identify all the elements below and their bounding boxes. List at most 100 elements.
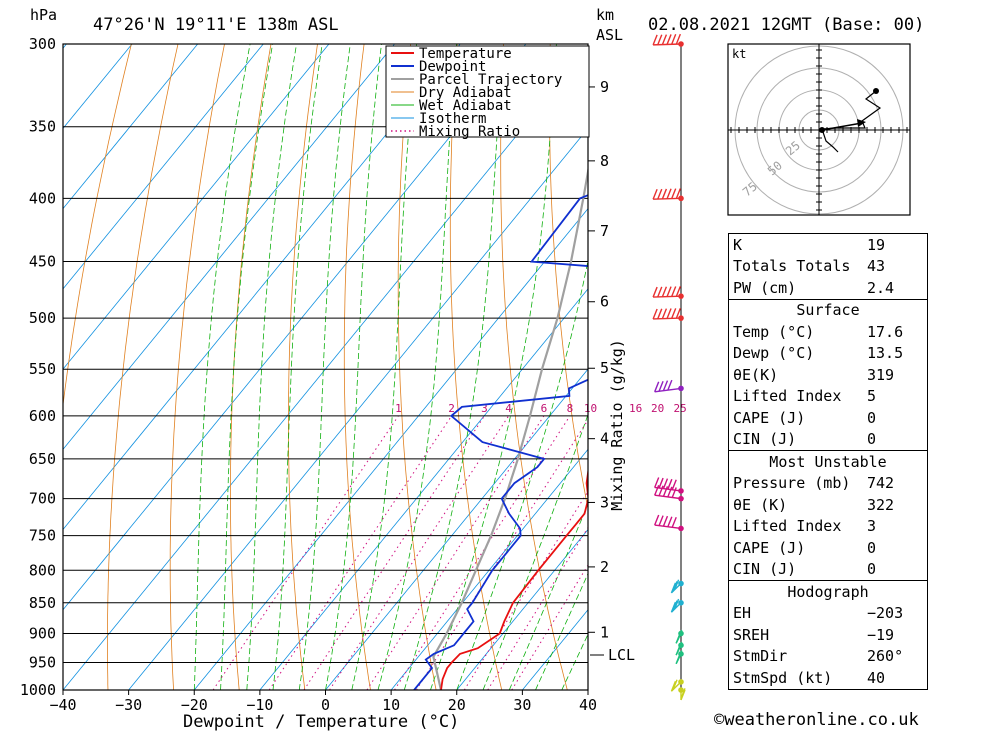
wind-barb-dot (678, 642, 684, 649)
wind-barb-feather (675, 33, 682, 45)
x-tick-label: −10 (246, 696, 273, 714)
isotherm-line (63, 44, 133, 130)
wind-barb-feather (666, 286, 672, 297)
surface-li-label: Lifted Index (733, 387, 842, 406)
x-tick-label: −20 (181, 696, 208, 714)
hodo-origin-marker (819, 127, 825, 133)
wet-adiabat-line (456, 258, 588, 690)
wind-barb-feather (673, 598, 680, 610)
km-tick-label: 7 (600, 222, 609, 240)
wind-barb-feather (652, 188, 658, 200)
mu-li-value: 3 (867, 517, 877, 536)
wind-barb (654, 514, 684, 532)
wind-barb-feather (671, 188, 677, 199)
mu-cape-value: 0 (867, 538, 877, 557)
asl-label: ASL (596, 26, 623, 44)
km-tick-label: 8 (600, 152, 609, 170)
legend-isotherm: Isotherm (419, 111, 486, 127)
wind-barb-feather (658, 515, 664, 526)
wind-barb-dot (678, 385, 684, 392)
surface-cape-label: CAPE (J) (733, 408, 806, 427)
wind-barb-feather (657, 308, 663, 320)
wind-barb-dot (678, 580, 684, 587)
wind-barb-dot (678, 195, 684, 202)
wind-barb (652, 33, 684, 47)
surface-li-value: 5 (867, 387, 877, 406)
hodo-units: kt (732, 47, 746, 61)
pressure-tick-label: 700 (29, 490, 56, 508)
wind-barb-feather (662, 486, 669, 497)
wind-barb-feather (672, 600, 678, 611)
wet-adiabat-line (246, 44, 297, 690)
mu-li-label: Lifted Index (733, 517, 842, 536)
wind-barb-feather (654, 381, 660, 393)
wind-barb-feather (654, 477, 660, 488)
series-dewpoint (413, 194, 588, 690)
wet-adiabat-line (298, 44, 351, 690)
totals-value: 43 (867, 257, 886, 276)
footer-credit[interactable]: ©weatheronline.co.uk (714, 710, 919, 730)
wet-adiabat-line (351, 44, 417, 690)
wet-adiabat-line (430, 44, 557, 690)
sreh-label: SREH (733, 625, 770, 644)
legend-mixing-ratio: Mixing Ratio (419, 124, 520, 140)
wet-adiabat-line (403, 44, 504, 690)
surface-cin-label: CIN (J) (733, 430, 797, 449)
wet-adiabat-line (535, 572, 588, 690)
isotherm-line (63, 47, 588, 690)
isotherm-line (390, 448, 588, 690)
mixing-ratio-line (303, 415, 485, 690)
hpa-label: hPa (30, 6, 57, 24)
wind-barb-feather (667, 379, 673, 391)
hodo-top-marker (873, 88, 879, 94)
eh-label: EH (733, 604, 752, 623)
km-tick-label: 5 (600, 359, 609, 377)
isotherm-line (63, 44, 198, 210)
x-tick-label: 30 (513, 696, 531, 714)
pressure-tick-label: 450 (29, 253, 56, 271)
wind-barb (654, 477, 684, 494)
wet-adiabat-line (325, 44, 382, 690)
mixing-ratio-label: 3 (481, 402, 488, 415)
wind-barb-feather (652, 34, 658, 46)
mixing-ratio-label: 16 (629, 402, 642, 415)
wind-barb-feather (661, 308, 668, 319)
surface-temp-label: Temp (°C) (733, 322, 815, 341)
wind-barb-feather (672, 679, 678, 690)
stmdir-value: 260° (867, 647, 904, 666)
wet-adiabat-line (193, 44, 251, 690)
mixing-ratio-labels: 1 2 3 4 6 8 10 16 20 25 (395, 402, 687, 415)
wind-barb-dot (678, 687, 684, 693)
wind-barb-feather (680, 688, 686, 699)
dry-adiabat-line (63, 44, 132, 408)
pressure-tick-label: 850 (29, 594, 56, 612)
wind-barb (652, 307, 684, 321)
lcl-label: LCL (608, 646, 635, 664)
wind-barb-column (652, 33, 686, 701)
pressure-tick-label: 350 (29, 118, 56, 136)
mu-pressure-value: 742 (867, 474, 895, 493)
wind-barb-dot (678, 651, 684, 657)
isotherm-line (259, 288, 588, 690)
mixing-ratio-line (394, 415, 571, 690)
mixing-ratio-label: 4 (505, 402, 512, 415)
km-tick-label: 1 (600, 623, 609, 641)
wind-barb-feather (671, 517, 677, 528)
dry-adiabat-line (922, 44, 1000, 690)
wind-barb-feather (671, 487, 677, 498)
mixing-ratio-label: 25 (673, 402, 686, 415)
mu-cape-label: CAPE (J) (733, 538, 806, 557)
isotherm-line (128, 127, 588, 690)
mixing-ratio-label: 10 (584, 402, 597, 415)
surface-temp-value: 17.6 (867, 322, 904, 341)
isotherm-line (0, 44, 1, 690)
dry-adiabat-line (969, 44, 1000, 690)
x-tick-label: 40 (579, 696, 597, 714)
wind-barb-dot (678, 41, 684, 47)
isotherm-line (63, 44, 527, 611)
hodograph-title: Hodograph (729, 580, 927, 603)
wind-barb (675, 650, 684, 665)
surface-thetae-label: θE(K) (733, 365, 779, 384)
wind-barb (675, 641, 684, 656)
isotherm-line (63, 44, 264, 290)
